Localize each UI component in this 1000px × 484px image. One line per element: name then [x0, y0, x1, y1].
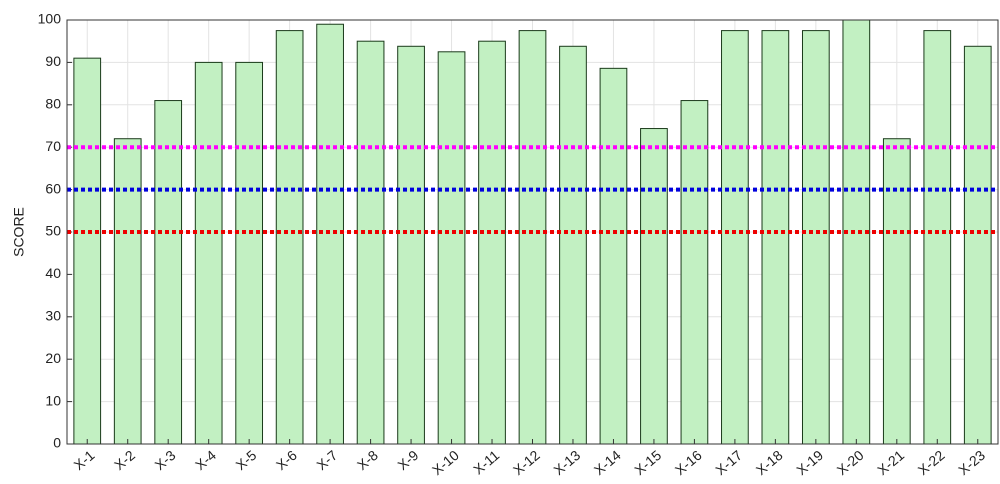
- y-tick-label: 40: [45, 265, 61, 281]
- x-tick-label: X-9: [394, 447, 421, 473]
- x-tick-label: X-7: [313, 447, 340, 473]
- bar: [478, 40, 506, 445]
- x-tick-label: X-14: [591, 447, 624, 478]
- y-tick-label: 10: [45, 392, 61, 408]
- y-tick-label: 80: [45, 96, 61, 112]
- x-tick-label: X-1: [71, 447, 98, 473]
- bar: [801, 30, 830, 445]
- x-tick-label: X-19: [793, 447, 826, 478]
- bar: [518, 30, 547, 445]
- bar: [721, 30, 749, 445]
- bar: [640, 128, 668, 445]
- x-tick-label: X-23: [955, 447, 988, 478]
- x-tick-label: X-8: [354, 447, 381, 473]
- x-tick-label: X-11: [470, 447, 502, 478]
- y-tick-label: 70: [45, 138, 61, 154]
- plot-frame: [66, 19, 999, 445]
- y-tick-label: 50: [45, 223, 61, 239]
- x-tick-label: X-15: [631, 447, 664, 478]
- x-tick-label: X-6: [273, 447, 300, 473]
- x-tick-label: X-2: [111, 447, 138, 473]
- y-tick-label: 30: [45, 308, 61, 324]
- y-tick-label: 20: [45, 350, 61, 366]
- bar: [113, 138, 142, 445]
- x-tick-label: X-22: [915, 447, 948, 478]
- y-axis-label: SCORE: [11, 207, 27, 257]
- bar: [275, 30, 304, 445]
- x-tick-label: X-21: [874, 447, 907, 478]
- x-tick-label: X-20: [834, 447, 867, 478]
- bar: [680, 100, 709, 445]
- x-tick-label: X-18: [753, 447, 786, 478]
- bar: [194, 61, 223, 445]
- bar: [73, 57, 102, 445]
- bar: [761, 30, 790, 445]
- x-tick-label: X-5: [232, 447, 259, 473]
- y-tick-label: 100: [38, 11, 62, 27]
- y-tick-label: 90: [45, 53, 61, 69]
- bar: [882, 138, 911, 445]
- bar: [559, 45, 587, 445]
- x-tick-label: X-4: [192, 447, 219, 473]
- bar: [154, 100, 183, 445]
- x-tick-label: X-17: [712, 447, 745, 478]
- bar: [923, 30, 952, 445]
- bar: [963, 45, 992, 445]
- x-tick-label: X-3: [152, 447, 179, 473]
- x-tick-label: X-10: [429, 447, 462, 478]
- bar: [599, 67, 628, 445]
- x-tick-label: X-12: [510, 447, 543, 478]
- x-tick-label: X-13: [550, 447, 583, 478]
- y-tick-label: 0: [53, 435, 61, 451]
- bar: [437, 51, 466, 445]
- x-tick-label: X-16: [672, 447, 705, 478]
- bar: [235, 61, 264, 445]
- bar: [397, 45, 425, 445]
- bar: [356, 40, 385, 445]
- y-tick-label: 60: [45, 180, 61, 196]
- bar: [316, 23, 344, 445]
